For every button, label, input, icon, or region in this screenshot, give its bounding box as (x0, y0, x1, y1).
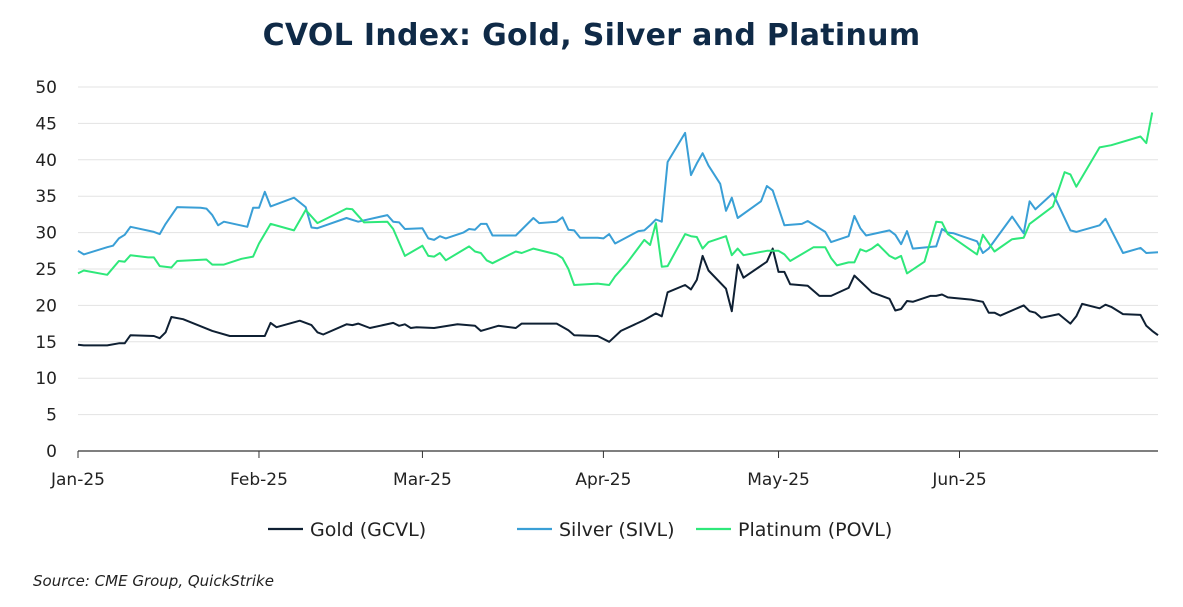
y-tick-label: 45 (35, 114, 57, 134)
y-tick-label: 5 (46, 406, 57, 426)
y-tick-label: 10 (35, 369, 57, 389)
x-tick-label: Jan-25 (50, 470, 105, 490)
y-tick-label: 30 (35, 224, 57, 244)
x-tick-label: Apr-25 (575, 470, 631, 490)
series-line-gold-gcvl (77, 247, 1159, 347)
y-tick-label: 0 (46, 442, 57, 462)
x-tick-label: Jun-25 (931, 470, 986, 490)
legend-label: Platinum (POVL) (738, 519, 892, 541)
series-lines (77, 112, 1159, 347)
y-tick-label: 50 (35, 78, 57, 98)
chart-title: CVOL Index: Gold, Silver and Platinum (262, 18, 921, 53)
y-tick-label: 20 (35, 296, 57, 316)
legend-label: Gold (GCVL) (310, 519, 426, 541)
gridlines (78, 86, 1158, 452)
y-tick-label: 35 (35, 187, 57, 207)
y-axis-ticks: 0 5 10 15 20 25 30 35 40 45 50 (35, 78, 57, 462)
series-line-platinum-povl (77, 112, 1154, 286)
series-line-silver-sivl (77, 131, 1159, 256)
x-axis-ticks: Jan-25 Feb-25 Mar-25 Apr-25 May-25 Jun-25 (50, 451, 987, 490)
source-note: Source: CME Group, QuickStrike (33, 572, 274, 590)
y-tick-label: 40 (35, 151, 57, 171)
legend-label: Silver (SIVL) (559, 519, 674, 541)
y-tick-label: 25 (35, 260, 57, 280)
x-tick-label: Mar-25 (393, 470, 452, 490)
x-tick-label: Feb-25 (230, 470, 288, 490)
y-tick-label: 15 (35, 333, 57, 353)
x-tick-label: May-25 (747, 470, 810, 490)
legend: Gold (GCVL) Silver (SIVL) Platinum (POVL) (268, 519, 892, 541)
